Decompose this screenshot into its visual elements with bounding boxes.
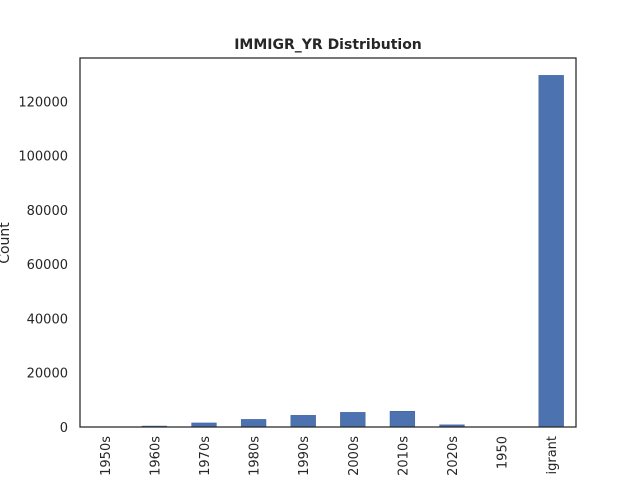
chart-title: IMMIGR_YR Distribution bbox=[234, 37, 422, 53]
x-tick-label: 1990s bbox=[297, 436, 312, 476]
bar-2010s bbox=[389, 411, 416, 428]
bar-1990s bbox=[290, 415, 316, 428]
y-tick-label: 100000 bbox=[18, 150, 68, 165]
y-tick-label: 60000 bbox=[27, 258, 68, 273]
x-tick-label: 1950 bbox=[496, 436, 511, 469]
x-tick-label: 1950s bbox=[99, 436, 114, 476]
bars-group bbox=[92, 75, 564, 428]
x-tick-label: 2010s bbox=[396, 436, 411, 476]
bar-igrant bbox=[538, 75, 564, 428]
x-ticks-group: 1950s 1960s 1970s 1980s 1990s 2000s 2010s 2020s… bbox=[99, 436, 560, 476]
plot-frame bbox=[79, 57, 577, 428]
y-tick-label: 40000 bbox=[27, 312, 68, 327]
y-tick-label: 20000 bbox=[27, 367, 68, 382]
y-ticks-group: 0 20000 40000 60000 80000 100000 120000 bbox=[18, 95, 68, 436]
x-tick-label: 2000s bbox=[347, 436, 362, 476]
y-tick-label: 0 bbox=[60, 421, 68, 436]
x-tick-label: 1980s bbox=[248, 436, 263, 476]
x-tick-label: 1960s bbox=[148, 436, 163, 476]
bar-2000s bbox=[340, 412, 366, 428]
y-axis-label: Count bbox=[0, 222, 13, 264]
x-tick-label: 1970s bbox=[198, 436, 213, 476]
x-tick-label: 2020s bbox=[446, 436, 461, 476]
bar-1980s bbox=[240, 419, 267, 428]
x-tick-label: igrant bbox=[545, 436, 560, 475]
y-tick-label: 80000 bbox=[27, 204, 68, 219]
y-tick-label: 120000 bbox=[18, 95, 68, 110]
